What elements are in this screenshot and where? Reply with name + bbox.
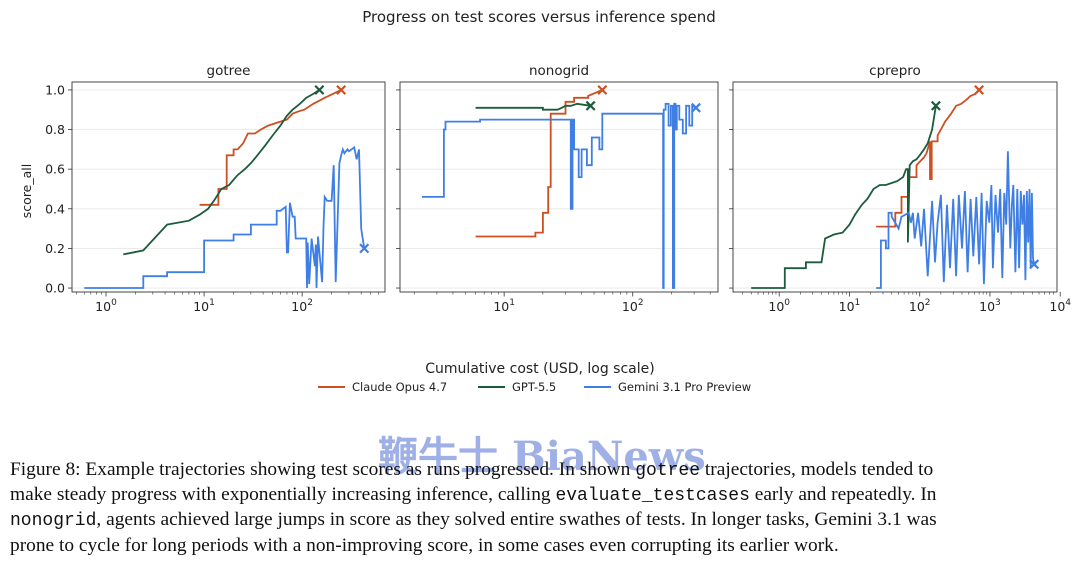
caption-text: Figure 8: Example trajectories showing t… [10, 459, 636, 480]
y-tick-label: 0.2 [45, 241, 65, 256]
series-end-marker [1029, 259, 1040, 270]
x-tick-label: 101 [493, 298, 515, 314]
series-line [123, 89, 320, 256]
x-tick-label: 102 [622, 298, 644, 314]
caption-code: nonogrid [10, 511, 97, 532]
series-end-marker [336, 84, 347, 95]
y-tick-label: 1.0 [45, 82, 65, 97]
x-tick-label: 100 [768, 298, 790, 314]
panel-gotree: gotree 0.0 0.2 0.4 0.6 0.8 1.0 100 101 102 [45, 63, 386, 314]
series-end-marker [597, 84, 608, 95]
x-tick-label: 103 [979, 298, 1001, 314]
figure-canvas: Progress on test scores versus inference… [19, 8, 1071, 394]
y-tick-label: 0.8 [45, 122, 65, 137]
series-end-marker [585, 100, 596, 111]
series-line [84, 145, 366, 289]
caption-line: nonogrid, agents achieved large jumps in… [10, 508, 1072, 533]
caption-text: make steady progress with exponentially … [10, 484, 556, 506]
series-line [199, 89, 342, 206]
caption-line: make steady progress with exponentially … [10, 483, 1072, 508]
series-line [876, 89, 980, 228]
x-tick-label: 102 [291, 298, 313, 314]
x-tick-label: 100 [95, 298, 117, 314]
series-end-marker [359, 243, 370, 254]
panel-nonogrid: nonogrid 101 102 [396, 63, 719, 314]
caption-text: trajectories, models tended to [700, 459, 934, 480]
panel-title: gotree [207, 63, 251, 79]
caption-text: prone to cycle for long periods with a n… [10, 534, 839, 556]
plot-frame [732, 81, 1058, 293]
legend-label: GPT-5.5 [512, 380, 556, 394]
panel-cprepro: cprepro 100 101 102 103 104 [729, 63, 1071, 314]
plot-frame [71, 81, 386, 293]
legend-label: Claude Opus 4.7 [352, 380, 447, 394]
caption-text: , agents achieved large jumps in score a… [96, 509, 937, 531]
series-line [751, 105, 937, 289]
caption-line: Figure 8: Example trajectories showing t… [10, 458, 1072, 483]
y-tick-label: 0.6 [45, 162, 65, 177]
x-tick-label: 101 [839, 298, 861, 314]
series-line [475, 89, 603, 238]
y-tick-label: 0.0 [45, 281, 65, 296]
x-axis-label: Cumulative cost (USD, log scale) [425, 361, 654, 377]
x-tick-label: 102 [909, 298, 931, 314]
series-line [422, 102, 697, 289]
legend-label: Gemini 3.1 Pro Preview [618, 380, 751, 394]
series-end-marker [690, 102, 701, 113]
figure-caption: Figure 8: Example trajectories showing t… [10, 458, 1072, 558]
caption-text: early and repeatedly. In [749, 484, 937, 506]
series-end-marker [314, 84, 325, 95]
series-line [475, 102, 591, 111]
panel-title: cprepro [869, 63, 921, 79]
caption-line: prone to cycle for long periods with a n… [10, 534, 1072, 558]
y-axis-label: score_all [19, 164, 34, 218]
series-end-marker [930, 100, 941, 111]
caption-code: gotree [635, 461, 701, 481]
caption-code: evaluate_testcases [555, 486, 750, 507]
figure-suptitle: Progress on test scores versus inference… [362, 8, 715, 26]
series-line [876, 151, 1035, 289]
x-tick-label: 104 [1049, 298, 1071, 314]
plot-frame [399, 81, 719, 293]
y-tick-label: 0.4 [45, 201, 65, 216]
panel-title: nonogrid [529, 63, 589, 79]
legend: Claude Opus 4.7 GPT-5.5 Gemini 3.1 Pro Pre… [318, 380, 751, 394]
x-tick-label: 101 [193, 298, 215, 314]
series-end-marker [974, 84, 985, 95]
